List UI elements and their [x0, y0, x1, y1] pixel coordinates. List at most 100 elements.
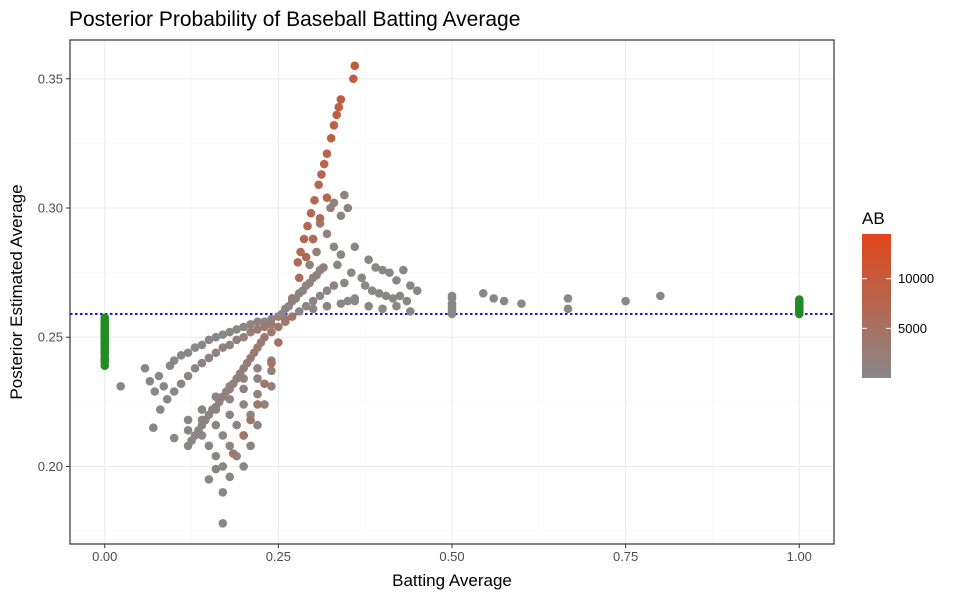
- data-point: [183, 371, 193, 381]
- data-point: [267, 358, 276, 368]
- data-point: [176, 351, 186, 360]
- color-legend: AB 5000 10000: [862, 209, 934, 378]
- data-point: [211, 464, 221, 474]
- data-point: [218, 330, 228, 339]
- data-point: [357, 273, 367, 283]
- data-point: [190, 363, 200, 373]
- data-point: [228, 449, 238, 458]
- data-point: [349, 74, 358, 84]
- data-point: [388, 294, 398, 303]
- data-point: [301, 252, 311, 262]
- data-point: [350, 294, 360, 303]
- data-point: [447, 291, 457, 301]
- data-point: [232, 420, 241, 430]
- data-point: [239, 384, 248, 394]
- data-point: [183, 425, 193, 435]
- data-point: [489, 294, 498, 303]
- data-point: [253, 374, 262, 383]
- x-tick-label: 0.25: [266, 549, 291, 564]
- data-point: [169, 356, 179, 365]
- data-point: [267, 366, 276, 376]
- data-point: [378, 265, 387, 275]
- data-point: [211, 420, 221, 430]
- data-point: [253, 325, 262, 334]
- data-point: [794, 295, 804, 304]
- data-point: [392, 276, 401, 285]
- data-point: [218, 488, 228, 497]
- data-point: [145, 376, 155, 386]
- data-point: [253, 363, 262, 373]
- data-point: [190, 343, 200, 352]
- data-point: [385, 268, 394, 277]
- legend-tick-label: 5000: [898, 321, 927, 336]
- data-point: [392, 301, 401, 311]
- data-point: [218, 519, 228, 528]
- data-point: [395, 291, 405, 301]
- data-point: [183, 415, 193, 425]
- data-point: [406, 307, 415, 316]
- data-point: [260, 400, 269, 409]
- data-point: [319, 159, 329, 169]
- data-point: [154, 371, 164, 381]
- data-point: [246, 327, 255, 337]
- data-point: [334, 102, 344, 112]
- data-point: [253, 389, 262, 399]
- data-point: [517, 299, 526, 308]
- data-point: [333, 260, 342, 270]
- data-point: [478, 288, 488, 298]
- data-point: [260, 322, 269, 332]
- data-point: [374, 288, 384, 298]
- data-point: [343, 203, 353, 213]
- data-point: [169, 433, 179, 443]
- data-point: [204, 353, 214, 363]
- data-point: [315, 214, 325, 223]
- data-point: [211, 451, 221, 461]
- plot-panel: [69, 39, 835, 545]
- legend-tick-label: 10000: [898, 271, 934, 286]
- data-point: [197, 358, 207, 368]
- data-point: [322, 149, 332, 159]
- data-point: [204, 475, 214, 484]
- data-point: [360, 281, 370, 290]
- data-point: [399, 265, 408, 275]
- data-point: [274, 338, 283, 347]
- legend-ticks: 5000 10000: [862, 271, 934, 336]
- data-point: [364, 255, 373, 264]
- data-point: [218, 343, 228, 352]
- data-point: [232, 335, 241, 345]
- y-tick-label: 0.20: [38, 459, 63, 474]
- data-point: [197, 405, 207, 414]
- legend-colorbar: [862, 234, 891, 378]
- data-point: [378, 304, 387, 314]
- data-point: [183, 348, 193, 358]
- data-point: [305, 260, 314, 270]
- data-point: [499, 296, 509, 306]
- data-point: [343, 296, 353, 306]
- x-tick-label: 1.00: [787, 549, 812, 564]
- data-point: [211, 332, 221, 342]
- data-point: [621, 296, 630, 306]
- data-point: [336, 211, 346, 221]
- x-tick-label: 0.50: [439, 549, 464, 564]
- data-point: [296, 247, 305, 257]
- data-point: [336, 250, 346, 259]
- data-point: [322, 301, 332, 311]
- series-perfect-players: [794, 295, 804, 319]
- data-point: [340, 190, 349, 200]
- data-point: [253, 400, 262, 409]
- data-point: [563, 304, 573, 314]
- data-point: [225, 394, 235, 404]
- data-point: [299, 234, 309, 244]
- data-point: [371, 263, 380, 272]
- data-point: [100, 356, 110, 365]
- data-point: [303, 221, 312, 231]
- data-point: [211, 348, 221, 358]
- series-zero-hit-players: [100, 313, 110, 370]
- data-point: [239, 400, 248, 409]
- data-point: [239, 462, 248, 471]
- data-point: [326, 133, 336, 143]
- data-point: [253, 317, 262, 327]
- data-point: [267, 327, 276, 337]
- data-point: [322, 193, 332, 202]
